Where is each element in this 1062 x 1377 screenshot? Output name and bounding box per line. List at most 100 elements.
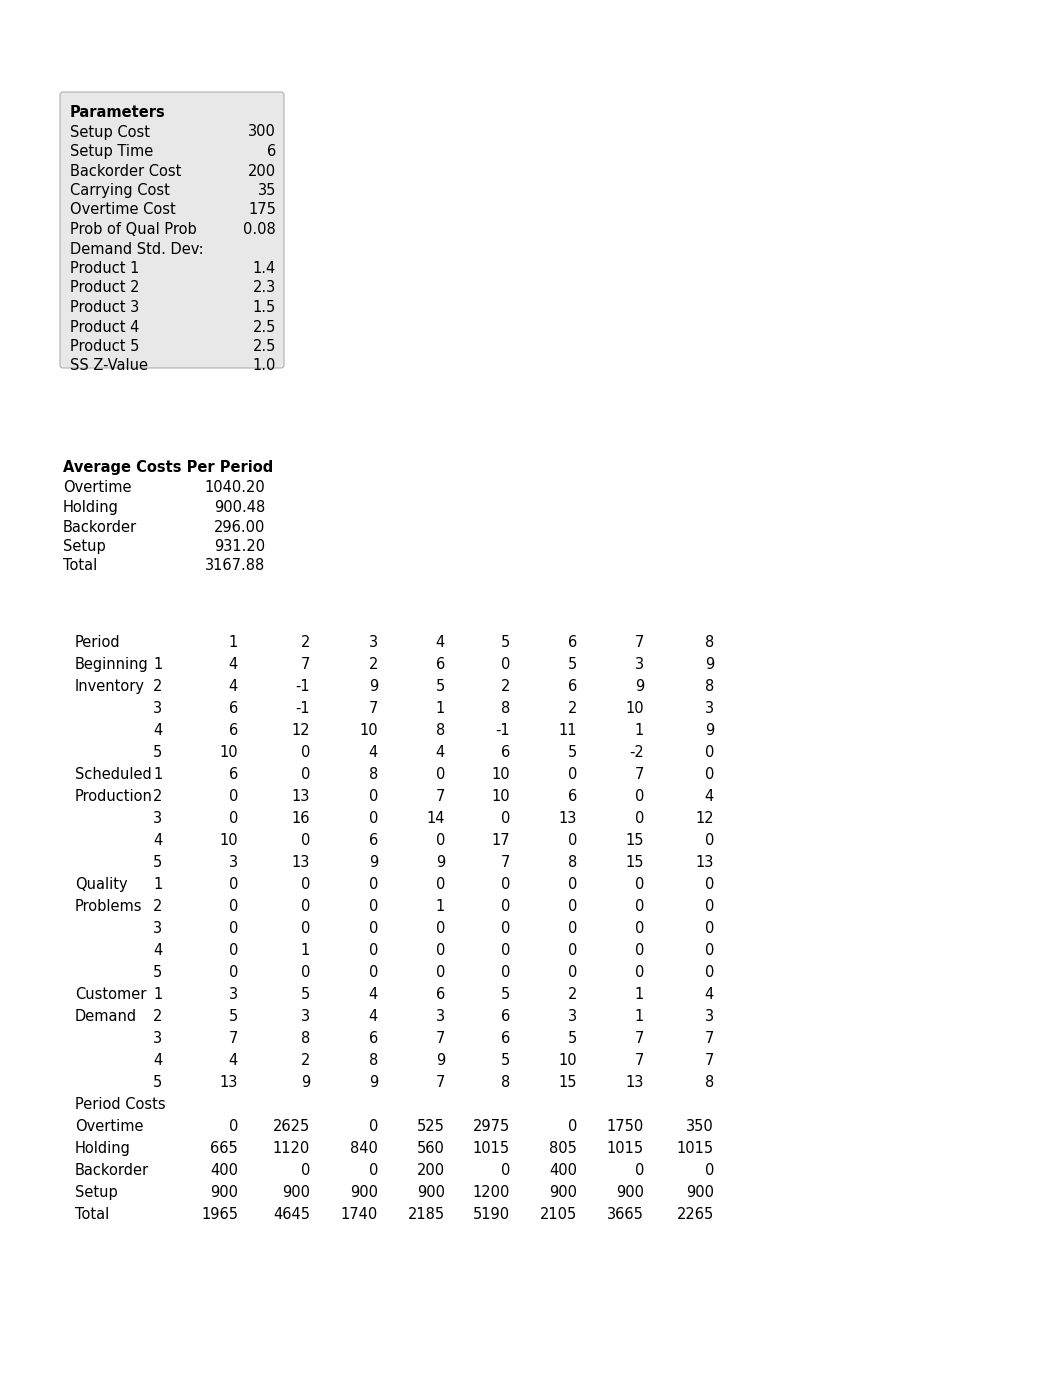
Text: 4: 4 [228, 1053, 238, 1069]
Text: 300: 300 [249, 124, 276, 139]
Text: 2975: 2975 [473, 1120, 510, 1135]
Text: 0: 0 [567, 833, 577, 848]
Text: 9: 9 [369, 855, 378, 870]
Text: 7: 7 [635, 1053, 644, 1069]
Text: 0: 0 [635, 921, 644, 936]
Text: 2: 2 [567, 701, 577, 716]
Text: 0: 0 [704, 965, 714, 980]
Text: 900: 900 [417, 1186, 445, 1199]
Text: 2: 2 [369, 657, 378, 672]
Text: 4: 4 [153, 943, 162, 958]
Text: Total: Total [75, 1208, 109, 1221]
Text: 900: 900 [282, 1186, 310, 1199]
Text: SS Z-Value: SS Z-Value [70, 358, 148, 373]
Text: -1: -1 [295, 679, 310, 694]
Text: 13: 13 [696, 855, 714, 870]
Text: 6: 6 [435, 987, 445, 1002]
Text: 5: 5 [568, 657, 577, 672]
Text: Overtime: Overtime [63, 481, 132, 496]
Text: 4: 4 [705, 789, 714, 804]
Text: 7: 7 [369, 701, 378, 716]
Text: 12: 12 [696, 811, 714, 826]
Text: 13: 13 [559, 811, 577, 826]
Text: 0: 0 [704, 899, 714, 914]
Text: 0: 0 [704, 767, 714, 782]
Text: 11: 11 [559, 723, 577, 738]
Text: 0: 0 [369, 965, 378, 980]
Text: 0: 0 [635, 899, 644, 914]
Text: 0: 0 [567, 877, 577, 892]
Text: 2: 2 [153, 1009, 162, 1024]
Text: Period Costs: Period Costs [75, 1097, 166, 1113]
Text: 4645: 4645 [273, 1208, 310, 1221]
Text: 0: 0 [567, 921, 577, 936]
Text: 0: 0 [369, 789, 378, 804]
Text: 2: 2 [153, 679, 162, 694]
Text: 5: 5 [228, 1009, 238, 1024]
Text: Product 5: Product 5 [70, 339, 139, 354]
Text: Setup Time: Setup Time [70, 145, 153, 158]
Text: 0: 0 [704, 1164, 714, 1177]
Text: 6: 6 [568, 635, 577, 650]
Text: 0: 0 [435, 877, 445, 892]
Text: 10: 10 [492, 767, 510, 782]
Text: Backorder: Backorder [63, 519, 137, 534]
Text: 9: 9 [435, 855, 445, 870]
Text: 3167.88: 3167.88 [205, 559, 266, 573]
Text: 0: 0 [500, 921, 510, 936]
Text: 1740: 1740 [341, 1208, 378, 1221]
Text: 4: 4 [153, 723, 162, 738]
Text: 3: 3 [635, 657, 644, 672]
Text: 8: 8 [705, 1075, 714, 1091]
Text: 10: 10 [492, 789, 510, 804]
Text: Overtime: Overtime [75, 1120, 143, 1135]
Text: 200: 200 [417, 1164, 445, 1177]
Text: 6: 6 [369, 1031, 378, 1047]
Text: 0: 0 [301, 767, 310, 782]
Text: Quality: Quality [75, 877, 127, 892]
Text: Holding: Holding [75, 1142, 131, 1157]
Text: 7: 7 [435, 789, 445, 804]
Text: 0.08: 0.08 [243, 222, 276, 237]
Text: 4: 4 [705, 987, 714, 1002]
Text: 5: 5 [153, 745, 162, 760]
Text: 2185: 2185 [408, 1208, 445, 1221]
Text: 0: 0 [567, 767, 577, 782]
Text: 6: 6 [369, 833, 378, 848]
Text: 2625: 2625 [273, 1120, 310, 1135]
Text: 900.48: 900.48 [213, 500, 266, 515]
Text: 7: 7 [635, 635, 644, 650]
FancyBboxPatch shape [59, 92, 284, 368]
Text: 0: 0 [301, 833, 310, 848]
Text: 1.4: 1.4 [253, 262, 276, 275]
Text: 9: 9 [369, 679, 378, 694]
Text: 10: 10 [220, 833, 238, 848]
Text: 5: 5 [153, 855, 162, 870]
Text: 0: 0 [228, 877, 238, 892]
Text: 0: 0 [704, 877, 714, 892]
Text: 8: 8 [568, 855, 577, 870]
Text: 9: 9 [301, 1075, 310, 1091]
Text: 4: 4 [153, 833, 162, 848]
Text: 1: 1 [228, 635, 238, 650]
Text: 7: 7 [635, 767, 644, 782]
Text: 0: 0 [228, 899, 238, 914]
Text: 10: 10 [220, 745, 238, 760]
Text: 0: 0 [228, 921, 238, 936]
Text: Parameters: Parameters [70, 105, 166, 120]
Text: 1: 1 [435, 701, 445, 716]
Text: 3665: 3665 [607, 1208, 644, 1221]
Text: 525: 525 [417, 1120, 445, 1135]
Text: 0: 0 [301, 877, 310, 892]
Text: 2: 2 [567, 987, 577, 1002]
Text: 8: 8 [501, 701, 510, 716]
Text: 6: 6 [501, 1031, 510, 1047]
Text: 0: 0 [228, 943, 238, 958]
Text: 0: 0 [500, 657, 510, 672]
Text: 2105: 2105 [539, 1208, 577, 1221]
Text: 1: 1 [635, 987, 644, 1002]
Text: 1: 1 [153, 767, 162, 782]
Text: 2: 2 [153, 899, 162, 914]
Text: 0: 0 [369, 943, 378, 958]
Text: Beginning: Beginning [75, 657, 149, 672]
